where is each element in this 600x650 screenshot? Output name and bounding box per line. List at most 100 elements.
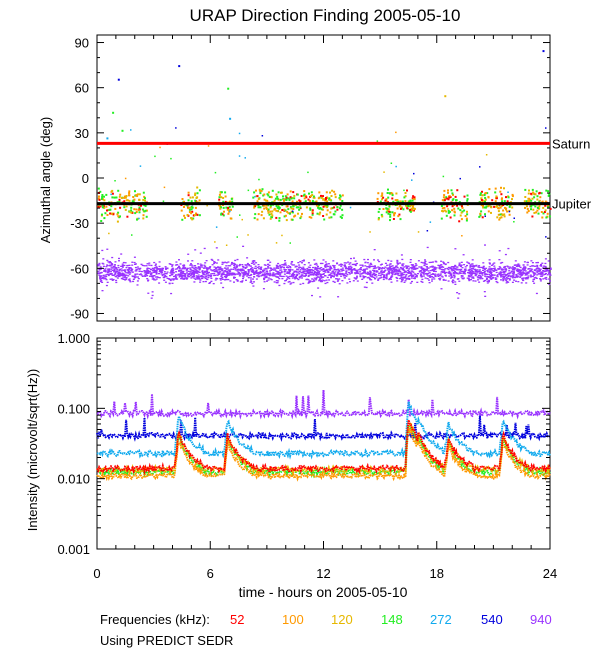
azimuth-point-940 [299, 269, 302, 271]
azimuth-point-940 [267, 274, 270, 276]
azimuth-point-940 [391, 268, 394, 270]
azimuth-point-940 [432, 261, 435, 263]
azimuth-point-940 [338, 283, 341, 285]
azimuth-point-940 [482, 272, 485, 274]
azimuth-point-100 [541, 200, 544, 203]
azimuth-point-940 [347, 266, 350, 268]
azimuth-point-120 [443, 209, 446, 212]
azimuth-point-940 [134, 273, 137, 275]
azimuth-point-100 [136, 195, 139, 197]
azimuth-point-940 [180, 269, 183, 271]
azimuth-point-940 [171, 278, 174, 280]
azimuth-point-940 [306, 271, 309, 273]
azimuth-point-940 [524, 268, 526, 270]
azimuth-point-940 [186, 274, 189, 276]
source-note: Using PREDICT SEDR [100, 633, 233, 648]
azimuth-point-148 [130, 206, 133, 209]
azimuth-point-940 [132, 275, 134, 278]
azimuth-point-940 [160, 273, 163, 275]
azimuth-point-148 [287, 197, 290, 200]
azimuth-point-272 [429, 221, 432, 223]
azimuth-point-100 [292, 208, 295, 210]
azimuth-point-100 [310, 216, 313, 219]
azimuth-point-940 [433, 269, 436, 271]
azimuth-point-120 [310, 195, 312, 198]
azimuth-point-120 [329, 199, 332, 201]
azimuth-point-940 [245, 264, 247, 266]
azimuth-point-940 [171, 264, 174, 266]
azimuth-point-120 [497, 210, 500, 213]
azimuth-point-940 [291, 277, 294, 279]
azimuth-point-52 [292, 191, 295, 194]
azimuth-point-52 [544, 204, 547, 207]
azimuth-point-148 [103, 217, 106, 220]
azimuth-point-940 [191, 269, 194, 272]
azimuth-point-940 [278, 271, 281, 273]
azimuth-point-940 [301, 260, 304, 262]
azimuth-point-120 [399, 200, 402, 203]
azimuth-point-100 [183, 214, 186, 217]
azimuth-point-52 [398, 213, 401, 216]
azimuth-point-940 [202, 281, 205, 283]
azimuth-point-940 [280, 271, 283, 273]
azimuth-point-148 [409, 210, 412, 213]
azimuth-point-120 [459, 214, 462, 217]
azimuth-point-148 [389, 219, 391, 222]
azimuth-point-940 [244, 267, 247, 269]
azimuth-point-940 [161, 267, 164, 269]
azimuth-point-940 [231, 261, 233, 264]
azimuth-point-940 [354, 273, 357, 275]
azimuth-point-940 [114, 264, 116, 266]
azimuth-point-940 [401, 278, 403, 281]
azimuth-point-148 [132, 200, 135, 203]
azimuth-point-940 [383, 276, 385, 278]
azimuth-point-940 [122, 278, 125, 280]
azimuth-point-940 [488, 268, 491, 270]
azimuth-point-940 [540, 263, 542, 266]
azimuth-point-940 [279, 264, 282, 266]
azimuth-point-940 [488, 262, 491, 264]
azimuth-point-940 [139, 267, 142, 269]
azimuth-point-940 [444, 272, 447, 274]
azimuth-point-940 [471, 263, 474, 265]
azimuth-point-100 [124, 177, 127, 180]
azimuth-point-940 [350, 270, 353, 272]
azimuth-point-940 [391, 275, 394, 277]
azimuth-point-940 [213, 270, 216, 273]
azimuth-point-940 [111, 256, 114, 259]
azimuth-point-940 [324, 266, 327, 268]
azimuth-point-940 [438, 278, 441, 280]
azimuth-point-940 [158, 265, 161, 268]
azimuth-point-940 [496, 275, 499, 277]
azimuth-point-148 [503, 200, 506, 203]
azimuth-point-100 [505, 207, 508, 210]
azimuth-point-940 [148, 264, 151, 266]
azimuth-point-940 [478, 271, 481, 273]
azimuth-point-940 [193, 273, 195, 275]
azimuth-point-940 [385, 278, 388, 280]
azimuth-point-148 [339, 195, 342, 198]
azimuth-point-148 [118, 200, 121, 203]
azimuth-point-148 [247, 189, 250, 192]
azimuth-point-940 [440, 260, 443, 262]
azimuth-point-940 [187, 270, 190, 272]
azimuth-point-148 [483, 194, 486, 196]
azimuth-point-940 [196, 267, 199, 269]
azimuth-point-940 [320, 276, 323, 278]
azimuth-point-940 [231, 273, 234, 275]
azimuth-point-100 [198, 199, 201, 202]
azimuth-point-940 [313, 272, 316, 274]
azimuth-point-940 [120, 253, 123, 255]
azimuth-point-940 [128, 268, 131, 270]
azimuth-point-940 [113, 265, 116, 267]
azimuth-point-120 [293, 194, 296, 197]
azimuth-point-940 [388, 273, 390, 275]
azimuth-point-940 [327, 265, 329, 268]
azimuth-point-940 [268, 275, 271, 277]
azimuth-point-120 [329, 191, 331, 194]
azimuth-point-940 [383, 276, 386, 278]
azimuth-point-940 [367, 258, 369, 261]
azimuth-point-100 [318, 191, 321, 194]
azimuth-point-940 [516, 265, 519, 267]
